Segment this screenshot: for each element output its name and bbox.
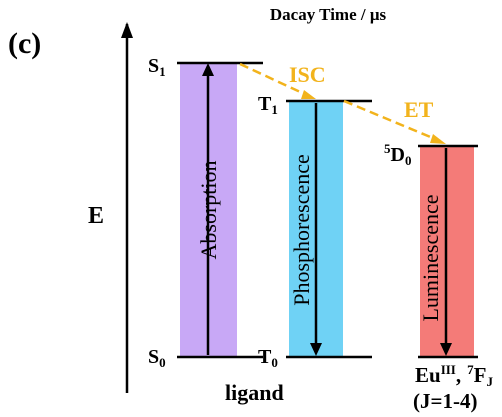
s1-label: S1 [148,55,166,79]
energy-axis-label: E [88,203,104,229]
ligand-caption: ligand [225,380,284,405]
panel-label: (c) [8,27,41,60]
phosphorescence-label: Phosphorescence [289,154,314,306]
phosphorescence-arrowhead [310,343,322,356]
et-label: ET [404,97,434,122]
d0-label: 5D0 [384,141,411,168]
isc-arrowhead [301,90,316,99]
luminescence-label: Luminescence [418,194,443,321]
luminescence-arrowhead [440,343,452,356]
isc-label: ISC [289,62,326,87]
header-title: Dacay Time / μs [270,5,387,24]
t0-label: T0 [258,346,278,370]
et-transfer-arrow [343,99,441,143]
absorption-arrowhead [202,63,214,76]
energy-axis-arrowhead [121,22,133,38]
europium-label: EuIII, 7FJ [415,362,493,389]
j-range-label: (J=1-4) [413,389,477,413]
absorption-label: Absorption [196,161,221,260]
et-arrowhead [430,134,446,144]
s0-label: S0 [148,346,166,370]
t1-label: T1 [258,93,278,117]
